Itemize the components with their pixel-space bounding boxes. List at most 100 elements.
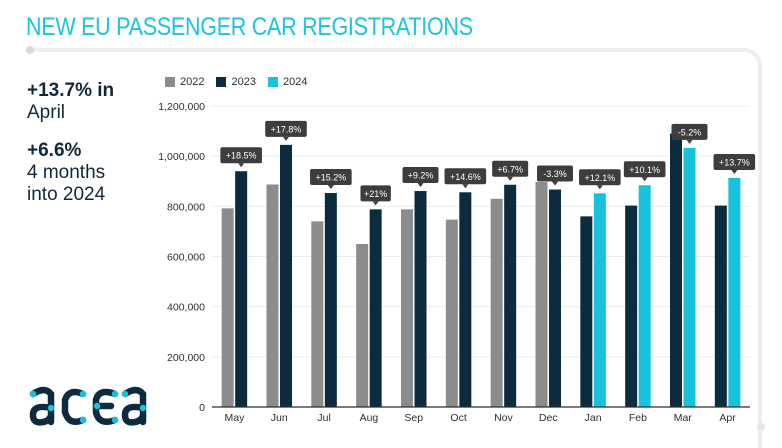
ytd-label-line2: into 2024 — [27, 184, 106, 205]
change-label-may: +18.5% — [220, 147, 262, 168]
x-tick-label: Sep — [404, 412, 423, 424]
change-label-pointer — [462, 184, 469, 189]
change-label-pointer — [372, 201, 379, 206]
x-tick-label: Dec — [539, 412, 558, 424]
bar-2023-feb — [625, 205, 638, 407]
change-label-jan: +12.1% — [579, 169, 621, 190]
legend-item-2022: 2022 — [165, 76, 204, 88]
x-tick-label: Feb — [629, 412, 647, 424]
change-label-jul: +15.2% — [310, 169, 352, 190]
change-label-text: +9.2% — [408, 171, 434, 181]
bar-2022-sep — [401, 209, 413, 407]
acea-logo — [27, 384, 152, 435]
change-label-pointer — [596, 185, 603, 190]
change-label-jun: +17.8% — [265, 120, 307, 141]
change-label-text: +12.1% — [584, 173, 615, 183]
change-label-bg — [623, 161, 666, 178]
frame-dot-decoration — [26, 46, 34, 54]
chart-frame — [26, 48, 762, 448]
page-title: NEW EU PASSENGER CAR REGISTRATIONS — [26, 13, 473, 41]
change-label-bg — [671, 123, 708, 140]
change-label-text: +14.6% — [450, 172, 481, 182]
bar-2023-jul — [324, 193, 337, 407]
bar-2023-sep — [414, 191, 427, 407]
change-label-pointer — [641, 177, 648, 182]
bar-2023-oct — [459, 192, 472, 407]
key-stats: +13.7% in April +6.6% 4 months into 2024 — [27, 80, 114, 206]
bar-2024-apr — [728, 177, 741, 407]
april-change: +13.7% in — [27, 80, 115, 101]
bar-2022-oct — [445, 219, 458, 407]
x-tick-label: Jul — [317, 412, 330, 424]
legend-swatch-2023 — [216, 77, 227, 87]
y-tick-label: 0 — [199, 402, 205, 414]
bar-2022-dec — [535, 182, 548, 407]
x-tick-label: Apr — [719, 412, 736, 424]
change-label-text: +13.7% — [719, 157, 750, 167]
bar-2022-jun — [266, 184, 279, 407]
grid-lines — [212, 105, 750, 358]
bar-2022-aug — [356, 243, 369, 407]
legend-label-2023: 2023 — [231, 76, 256, 88]
y-tick-label: 400,000 — [167, 302, 205, 314]
change-label-apr: +13.7% — [713, 153, 756, 174]
y-tick-label: 1,000,000 — [158, 151, 205, 163]
x-tick-label: Aug — [360, 412, 379, 424]
x-tick-label: Mar — [674, 412, 693, 424]
change-label-bg — [360, 185, 391, 202]
change-label-text: +15.2% — [315, 173, 346, 183]
bar-2023-dec — [549, 189, 561, 407]
change-label-pointer — [507, 176, 514, 181]
change-label-bg — [713, 153, 756, 170]
bar-2023-apr — [714, 205, 727, 407]
legend-item-2024: 2024 — [267, 76, 308, 88]
change-label-nov: +6.7% — [492, 160, 529, 181]
change-label-bg — [579, 169, 621, 186]
x-tick-label: Jun — [271, 412, 288, 424]
april-stat: +13.7% in April — [27, 80, 114, 124]
x-tick-label: Oct — [450, 412, 466, 424]
change-label-text: -3.3% — [543, 169, 567, 179]
change-label-aug: +21% — [360, 185, 391, 206]
bar-2023-jan — [580, 216, 593, 407]
legend-label-2024: 2024 — [282, 76, 308, 88]
legend-swatch-2024 — [267, 77, 278, 87]
bar-2023-mar — [670, 133, 682, 407]
y-tick-label: 1,200,000 — [158, 101, 205, 113]
change-label-bg — [537, 165, 573, 182]
bar-2023-aug — [369, 209, 382, 407]
bar-2023-jun — [280, 144, 292, 408]
change-label-text: +18.5% — [226, 151, 257, 161]
x-tick-label: Nov — [494, 412, 513, 424]
x-tick-label: May — [224, 412, 245, 424]
change-label-bg — [220, 147, 262, 164]
change-label-bg — [310, 169, 352, 186]
chart-legend: 2022 2023 2024 — [165, 76, 307, 88]
change-label-text: +10.1% — [629, 165, 660, 175]
y-tick-label: 600,000 — [167, 252, 205, 264]
ytd-label-line1: 4 months — [27, 162, 106, 183]
frame-dot-decoration-bottom — [757, 423, 765, 431]
change-label-pointer — [238, 163, 245, 168]
legend-item-2023: 2023 — [216, 76, 256, 88]
y-axis: 0 200,000 400,000 600,000 800,000 1,000,000 1,… — [158, 101, 205, 414]
change-label-pointer — [686, 139, 693, 144]
change-label-dec: -3.3% — [537, 165, 573, 186]
change-label-text: +6.7% — [497, 164, 523, 174]
bar-2022-nov — [490, 198, 503, 407]
legend-label-2022: 2022 — [180, 76, 205, 88]
acea-logo-icon — [29, 386, 147, 426]
x-tick-label: Jan — [585, 412, 602, 424]
change-label-text: -5.2% — [678, 127, 702, 137]
annotation-labels: +18.5% +17.8% +15.2% +21% +9.2% +14.6% +6.7% -3… — [220, 120, 756, 206]
change-label-text: +17.8% — [271, 124, 302, 134]
bars — [221, 133, 741, 408]
change-label-pointer — [283, 136, 289, 141]
bar-2022-may — [221, 208, 234, 407]
bar-2023-nov — [504, 184, 517, 407]
ytd-change: +6.6% — [27, 140, 82, 161]
change-label-pointer — [731, 169, 738, 174]
change-label-bg — [444, 168, 487, 185]
change-label-feb: +10.1% — [623, 161, 666, 182]
